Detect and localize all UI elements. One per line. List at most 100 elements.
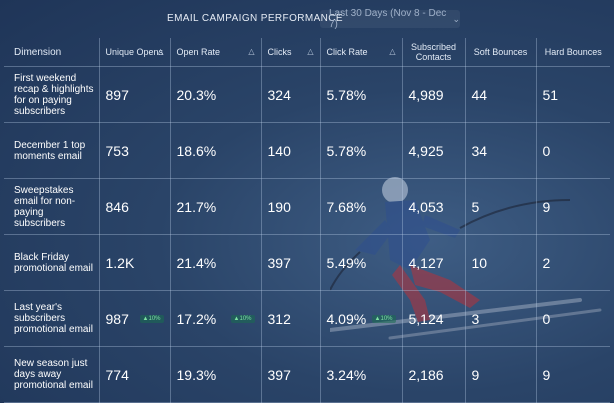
cell-value: 4,989 — [408, 86, 444, 103]
cell-hard: 9 — [536, 346, 610, 403]
column-header-open-rate[interactable]: Open Rate △ — [170, 38, 262, 67]
table-row[interactable]: Last year's subscribers promotional emai… — [4, 290, 610, 347]
header: EMAIL CAMPAIGN PERFORMANCE Last 30 Days … — [0, 8, 614, 30]
cell-clicks: 140 — [261, 122, 321, 179]
column-header-label: Open Rate — [176, 47, 221, 57]
sort-icon[interactable]: △ — [389, 47, 396, 56]
cell-value: 5.78% — [326, 142, 367, 159]
cell-subscribed: 2,186 — [402, 346, 466, 403]
cell-value: 21.7% — [176, 198, 217, 215]
cell-clicks: 190 — [261, 178, 321, 235]
cell-clicks: 397 — [261, 346, 321, 403]
cell-dimension: December 1 top moments email — [4, 122, 100, 179]
cell-value: 19.3% — [176, 366, 217, 383]
cell-dimension: Last year's subscribers promotional emai… — [4, 290, 100, 347]
table-row[interactable]: New season just days away promotional em… — [4, 346, 610, 403]
cell-value: 753 — [105, 142, 129, 159]
cell-value: 140 — [267, 142, 291, 159]
cell-clicks: 312 — [261, 290, 321, 347]
cell-value: 397 — [267, 254, 291, 271]
cell-value: 1.2K — [105, 254, 135, 271]
cell-value: 312 — [267, 310, 291, 327]
campaign-table: Dimension Unique Opens △ Open Rate △ Click… — [4, 38, 610, 403]
cell-value: 20.3% — [176, 86, 217, 103]
cell-value: 4,925 — [408, 142, 444, 159]
table-row[interactable]: First weekend recap & highlights for on … — [4, 66, 610, 123]
cell-value: 9 — [542, 198, 551, 215]
cell-unique-opens: 1.2K — [99, 234, 171, 291]
cell-value: 397 — [267, 366, 291, 383]
cell-open-rate: 21.4% — [170, 234, 262, 291]
column-header-label: Unique Opens — [105, 47, 164, 57]
cell-unique-opens: 987 ▲10% — [99, 290, 171, 347]
cell-value: 5 — [471, 198, 480, 215]
column-header-unique-opens[interactable]: Unique Opens △ — [99, 38, 171, 67]
chevron-down-icon: ⌄ — [452, 13, 460, 24]
cell-subscribed: 4,989 — [402, 66, 466, 123]
cell-unique-opens: 846 — [99, 178, 171, 235]
cell-value: 51 — [542, 86, 559, 103]
table-header-row: Dimension Unique Opens △ Open Rate △ Click… — [4, 38, 610, 67]
column-header-clicks[interactable]: Clicks △ — [261, 38, 321, 67]
cell-value: 7.68% — [326, 198, 367, 215]
cell-hard: 9 — [536, 178, 610, 235]
table-row[interactable]: Sweepstakes email for non-paying subscri… — [4, 178, 610, 235]
cell-value: 21.4% — [176, 254, 217, 271]
column-header-hard-bounces: Hard Bounces — [536, 38, 610, 67]
cell-subscribed: 4,925 — [402, 122, 466, 179]
column-header-label: Click Rate — [326, 47, 368, 57]
cell-click-rate: 3.24% — [320, 346, 403, 403]
sort-icon[interactable]: △ — [307, 47, 314, 56]
campaign-name: Black Friday promotional email — [14, 251, 93, 274]
cell-soft: 9 — [465, 346, 537, 403]
cell-value: 190 — [267, 198, 291, 215]
cell-subscribed: 4,127 — [402, 234, 466, 291]
cell-hard: 51 — [536, 66, 610, 123]
cell-value: 9 — [471, 366, 480, 383]
sort-icon[interactable]: △ — [157, 47, 164, 56]
cell-dimension: New season just days away promotional em… — [4, 346, 100, 403]
cell-unique-opens: 774 — [99, 346, 171, 403]
cell-click-rate: 7.68% — [320, 178, 403, 235]
cell-click-rate: 5.49% — [320, 234, 403, 291]
column-header-label: Clicks — [267, 47, 292, 57]
cell-value: 3.24% — [326, 366, 367, 383]
cell-dimension: Black Friday promotional email — [4, 234, 100, 291]
sort-icon[interactable]: △ — [248, 47, 255, 56]
cell-open-rate: 19.3% — [170, 346, 262, 403]
cell-click-rate: 5.78% — [320, 122, 403, 179]
campaign-name: First weekend recap & highlights for on … — [14, 72, 94, 117]
cell-subscribed: 4,053 — [402, 178, 466, 235]
cell-value: 18.6% — [176, 142, 217, 159]
cell-value: 4,053 — [408, 198, 444, 215]
cell-value: 2,186 — [408, 366, 444, 383]
date-range-label: Last 30 Days (Nov 8 - Dec 7) — [329, 8, 447, 30]
cell-value: 17.2% — [176, 310, 217, 327]
cell-value: 34 — [471, 142, 488, 159]
cell-open-rate: 17.2% ▲10% — [170, 290, 262, 347]
cell-value: 9 — [542, 366, 551, 383]
table-row[interactable]: Black Friday promotional email 1.2K 21.4% 3… — [4, 234, 610, 291]
cell-click-rate: 5.78% — [320, 66, 403, 123]
campaign-name: New season just days away promotional em… — [14, 358, 93, 391]
cell-hard: 2 — [536, 234, 610, 291]
table-row[interactable]: December 1 top moments email 753 18.6% 140 5… — [4, 122, 610, 179]
cell-soft: 3 — [465, 290, 537, 347]
cell-unique-opens: 753 — [99, 122, 171, 179]
cell-clicks: 324 — [261, 66, 321, 123]
cell-value: 774 — [105, 366, 129, 383]
cell-soft: 44 — [465, 66, 537, 123]
cell-soft: 5 — [465, 178, 537, 235]
cell-value: 44 — [471, 86, 488, 103]
column-header-subscribed-contacts: Subscribed Contacts — [402, 38, 466, 67]
campaign-name: Sweepstakes email for non-paying subscri… — [14, 184, 76, 229]
date-range-dropdown[interactable]: Last 30 Days (Nov 8 - Dec 7) ⌄ — [320, 8, 460, 30]
cell-value: 0 — [542, 142, 551, 159]
cell-hard: 0 — [536, 290, 610, 347]
column-header-click-rate[interactable]: Click Rate △ — [320, 38, 403, 67]
cell-soft: 10 — [465, 234, 537, 291]
cell-value: 2 — [542, 254, 551, 271]
cell-value: 3 — [471, 310, 480, 327]
cell-value: 0 — [542, 310, 551, 327]
campaign-name: December 1 top moments email — [14, 139, 86, 162]
